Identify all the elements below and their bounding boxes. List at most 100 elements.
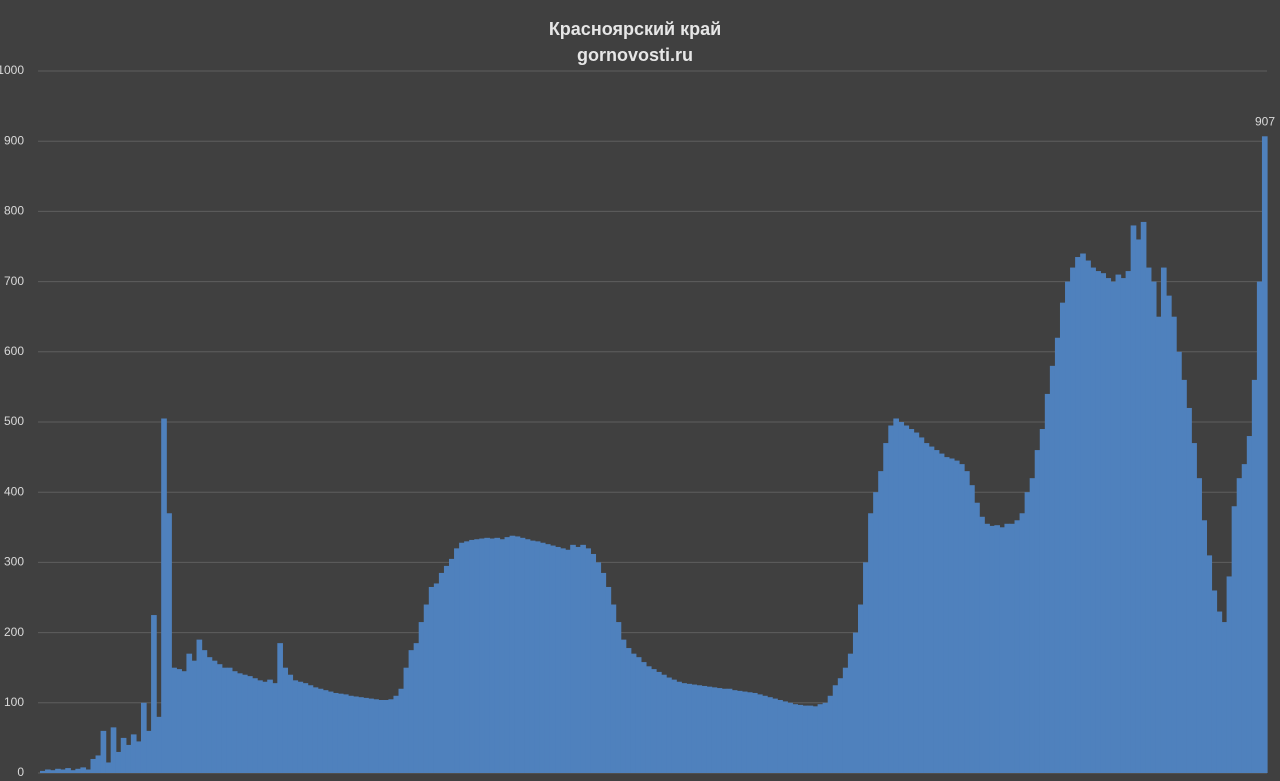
bar [449,558,455,773]
bar [529,540,536,773]
bar [822,702,829,773]
bar [277,643,283,773]
bar [130,734,137,773]
bar [772,698,778,773]
bar [832,685,839,773]
bar [661,674,667,773]
bar [1070,267,1076,773]
bar [807,705,814,773]
bar [1236,478,1243,773]
bar [852,632,859,773]
bar [721,688,728,773]
bar [140,702,147,773]
bar [1216,611,1223,773]
bar [928,446,935,773]
bar [70,770,76,773]
bar [1145,267,1152,773]
bar [1044,393,1051,773]
bar [358,697,364,773]
bar [267,679,273,773]
bar [388,699,395,773]
bar [933,450,940,773]
bar [706,686,713,773]
bar [1150,281,1157,773]
bar [676,681,682,773]
bar [1065,281,1071,773]
bar [135,741,142,773]
bar [504,537,511,773]
y-tick-label: 1000 [0,63,24,77]
bar [984,523,990,773]
bar [206,657,213,773]
bar [191,660,198,773]
bar [1110,281,1117,773]
bar [393,695,400,773]
bar [999,527,1006,773]
bar [115,751,122,773]
bar [1201,520,1208,773]
bar [1135,239,1142,774]
bar [666,677,672,773]
bar [908,429,915,773]
bar [863,562,869,773]
bar [964,471,970,773]
bar [539,542,546,773]
bar [767,697,773,773]
bar [640,662,647,773]
bar [55,768,61,773]
y-tick-label: 0 [17,765,24,779]
bar [247,676,253,773]
y-tick-label: 300 [4,555,24,569]
bar [560,548,566,773]
bar [378,699,384,773]
y-tick-label: 200 [4,625,24,639]
bar [549,545,556,773]
bar [1115,274,1122,773]
bar [514,536,521,773]
bar [989,525,995,773]
bar [181,671,188,773]
bar [413,643,420,773]
bar [484,537,490,773]
bar [802,705,809,773]
y-tick-label: 900 [4,133,24,147]
bar [423,604,430,773]
bar [469,539,475,773]
bar [1075,257,1081,773]
bar [519,537,526,773]
bar [1009,523,1016,773]
bar [312,687,319,773]
bar [479,538,485,773]
bar [681,683,687,773]
bar [938,453,945,773]
y-tick-label: 100 [4,695,24,709]
bar [625,648,632,773]
bar [645,666,652,773]
bar [751,692,758,773]
bar [348,695,354,773]
chart-subtitle: gornovosti.ru [577,45,693,65]
bar [322,690,329,773]
bar [95,755,102,773]
bar [1080,253,1086,773]
bar [262,681,268,773]
bar [1029,478,1036,773]
bar [100,730,107,773]
bar [1231,506,1238,773]
bar [726,688,733,773]
bar [454,548,460,773]
bar [75,768,81,773]
bar [1251,379,1258,773]
bar [403,667,410,773]
bar [1034,450,1041,773]
bar [398,688,405,773]
bar [1004,523,1011,773]
bar [736,690,743,773]
bar [40,770,46,773]
bar [1160,267,1167,773]
bar [1024,492,1031,773]
bar [893,418,899,773]
bar [898,422,905,773]
bar [671,679,677,773]
